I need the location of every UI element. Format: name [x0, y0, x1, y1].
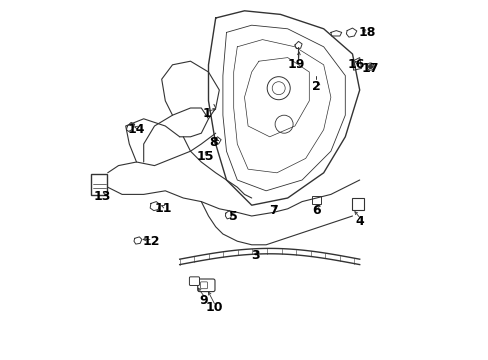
Text: 13: 13 — [93, 190, 111, 203]
FancyBboxPatch shape — [351, 198, 363, 210]
Text: 5: 5 — [229, 210, 238, 222]
Text: 12: 12 — [142, 235, 159, 248]
Text: 15: 15 — [196, 150, 213, 163]
FancyBboxPatch shape — [197, 279, 215, 292]
Circle shape — [368, 65, 371, 68]
Text: 17: 17 — [361, 62, 379, 75]
Text: 18: 18 — [358, 26, 375, 39]
Text: 7: 7 — [268, 204, 277, 217]
Text: 16: 16 — [346, 58, 364, 71]
Text: 11: 11 — [154, 202, 172, 215]
Text: 4: 4 — [355, 215, 364, 228]
Text: 9: 9 — [200, 294, 208, 307]
FancyBboxPatch shape — [311, 196, 320, 204]
Text: 8: 8 — [209, 136, 218, 149]
Text: 19: 19 — [287, 58, 305, 71]
Text: 1: 1 — [202, 107, 211, 120]
Text: 14: 14 — [127, 123, 145, 136]
FancyBboxPatch shape — [200, 282, 207, 289]
Text: 10: 10 — [205, 301, 222, 314]
Text: 6: 6 — [311, 204, 320, 217]
FancyBboxPatch shape — [189, 277, 199, 285]
Text: 3: 3 — [250, 249, 259, 262]
FancyBboxPatch shape — [91, 174, 107, 195]
Text: 2: 2 — [311, 80, 320, 93]
